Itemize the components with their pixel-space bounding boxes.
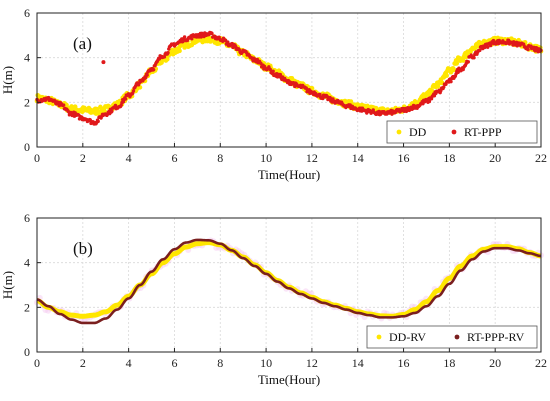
- x-tick-label: 18: [443, 151, 455, 165]
- x-tick-label: 16: [398, 151, 410, 165]
- legend-marker: [451, 129, 457, 135]
- data-point: [390, 112, 394, 116]
- series-line: [36, 238, 542, 325]
- legend-marker: [376, 334, 382, 340]
- x-tick-label: 0: [34, 356, 40, 370]
- data-point: [454, 61, 460, 66]
- y-axis-label: H(m): [0, 66, 15, 94]
- panel-label: (b): [73, 239, 93, 258]
- data-point: [442, 85, 446, 89]
- x-tick-label: 4: [126, 151, 132, 165]
- x-tick-label: 20: [489, 151, 501, 165]
- data-point: [226, 40, 230, 44]
- panel-label: (a): [73, 34, 92, 53]
- chart-panel-a: 0 2 4 6 8 10 12 14 16 18 20 22 0 2 4 6 Time(Hour) H(m) (a)…: [0, 6, 547, 182]
- legend-marker: [396, 129, 402, 135]
- x-tick-label: 22: [535, 151, 547, 165]
- legend-label: DD: [409, 125, 427, 139]
- chart-panel-b: 0 2 4 6 8 10 12 14 16 18 20 22 0 2 4 6 Time(Hour) H(m) (b)…: [0, 211, 547, 387]
- data-point: [472, 56, 476, 60]
- data-point: [404, 109, 409, 114]
- x-tick-label: 8: [217, 356, 223, 370]
- axes-frame: [36, 217, 542, 353]
- data-point: [427, 99, 432, 104]
- data-point: [271, 69, 275, 73]
- data-point: [318, 92, 322, 97]
- y-tick-label: 6: [24, 6, 30, 20]
- x-axis-label: Time(Hour): [258, 372, 320, 387]
- legend: DD-RV RT-PPP-RV: [366, 325, 538, 349]
- data-point: [123, 97, 128, 101]
- legend-label: DD-RV: [389, 330, 426, 344]
- x-tick-label: 2: [80, 151, 86, 165]
- legend: DD RT-PPP: [386, 120, 538, 144]
- data-point: [131, 89, 136, 93]
- x-tick-label: 14: [352, 151, 364, 165]
- axes-frame: [36, 12, 542, 148]
- x-tick-label: 0: [34, 151, 40, 165]
- data-point: [444, 73, 449, 78]
- legend-label: RT-PPP: [464, 125, 502, 139]
- y-tick-label: 4: [24, 51, 30, 65]
- x-tick-label: 6: [171, 151, 177, 165]
- legend-label: RT-PPP-RV: [467, 330, 525, 344]
- data-point: [190, 37, 194, 41]
- y-tick-label: 0: [24, 345, 30, 359]
- x-tick-label: 20: [489, 356, 501, 370]
- x-tick-label: 2: [80, 356, 86, 370]
- x-tick-label: 18: [443, 356, 455, 370]
- data-point: [110, 109, 114, 114]
- y-tick-label: 2: [24, 95, 30, 109]
- data-point: [210, 31, 214, 36]
- x-tick-label: 12: [306, 151, 318, 165]
- series-rt-ppp-rv: [36, 238, 542, 325]
- data-point: [460, 58, 466, 63]
- data-point: [166, 51, 170, 55]
- data-point: [145, 73, 149, 77]
- outlier-point: [101, 60, 106, 65]
- x-tick-label: 10: [260, 356, 272, 370]
- x-tick-label: 16: [398, 356, 410, 370]
- data-point: [486, 45, 490, 49]
- data-point: [278, 72, 283, 77]
- y-tick-label: 2: [24, 300, 30, 314]
- data-point: [182, 45, 187, 50]
- x-tick-label: 12: [306, 356, 318, 370]
- data-point: [113, 103, 118, 108]
- data-point: [162, 55, 167, 59]
- y-axis-label: H(m): [0, 271, 15, 299]
- data-point: [309, 86, 315, 91]
- legend-marker: [454, 334, 460, 340]
- x-tick-label: 22: [535, 356, 547, 370]
- data-point: [144, 75, 148, 80]
- data-point: [61, 103, 66, 107]
- x-tick-label: 4: [126, 356, 132, 370]
- data-point: [177, 48, 182, 54]
- data-point: [182, 35, 187, 39]
- series-rt-ppp: [35, 30, 543, 126]
- x-tick-label: 8: [217, 151, 223, 165]
- data-point: [449, 79, 453, 84]
- legend-box: [366, 325, 538, 349]
- data-point: [466, 60, 470, 64]
- legend-box: [386, 120, 538, 144]
- y-tick-label: 6: [24, 211, 30, 225]
- data-point: [165, 56, 170, 62]
- y-tick-label: 0: [24, 140, 30, 154]
- x-tick-label: 14: [352, 356, 364, 370]
- data-point: [478, 48, 482, 53]
- x-axis-label: Time(Hour): [258, 167, 320, 182]
- data-point: [429, 88, 435, 94]
- data-point: [151, 67, 156, 72]
- data-point: [522, 42, 526, 47]
- x-tick-label: 10: [260, 151, 272, 165]
- x-tick-label: 6: [171, 356, 177, 370]
- y-tick-label: 4: [24, 256, 30, 270]
- data-point: [451, 67, 457, 73]
- data-point: [96, 119, 100, 124]
- data-point: [526, 47, 530, 52]
- data-point: [373, 105, 379, 111]
- data-point: [435, 84, 441, 89]
